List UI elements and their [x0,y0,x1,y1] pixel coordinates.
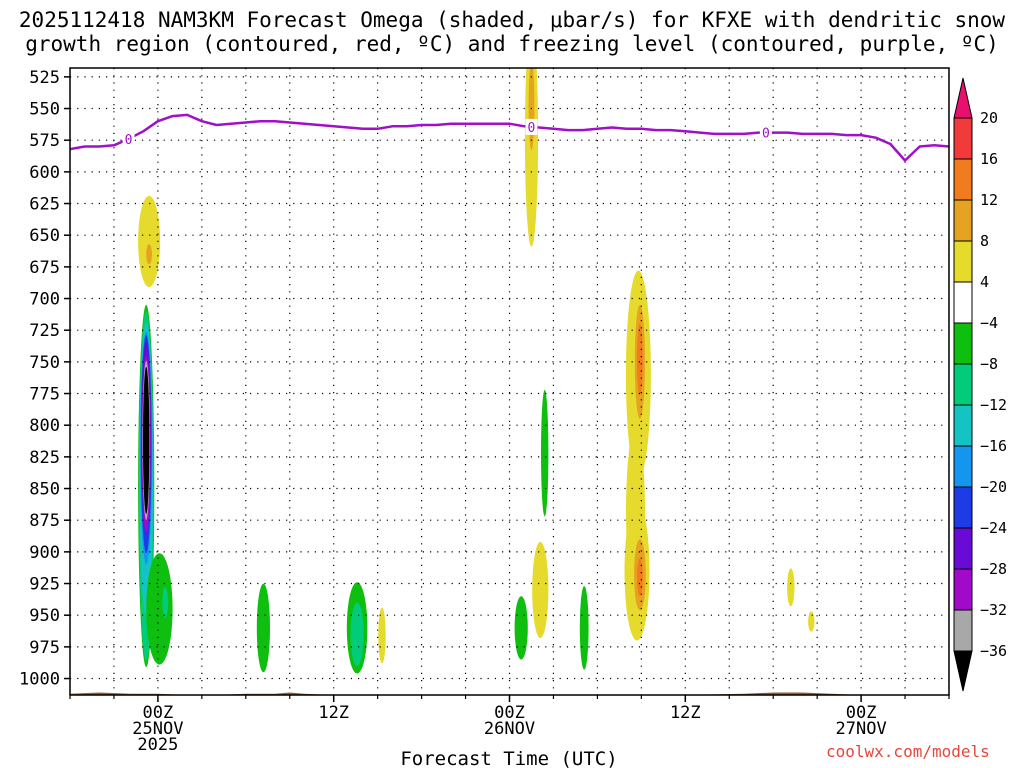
colorbar-box-5 [953,281,973,324]
colorbar-box-8 [953,404,973,447]
colorbar-label-4: 4 [980,273,989,291]
omega-region-16 [378,607,386,664]
y-tick-label-900: 900 [29,543,60,563]
y-tick-label-750: 750 [29,353,60,373]
colorbar-label-12: −32 [980,601,1007,619]
x-axis-label: Forecast Time (UTC) [400,748,617,768]
freezing-level-label-bg-1 [525,118,538,135]
y-tick-label-925: 925 [29,575,60,595]
freezing-level-label-0: 0 [125,133,133,148]
y-tick-label-950: 950 [29,606,60,626]
freezing-level-layer: 0 0 0 [70,113,949,162]
colorbar-label-0: 20 [980,109,998,127]
colorbar-box-7 [953,363,973,406]
colorbar-label-2: 12 [980,191,998,209]
omega-region-18 [528,68,535,151]
colorbar-label-8: −16 [980,437,1007,455]
colorbar-label-3: 8 [980,232,989,250]
chart-title-line-2: growth region (contoured, red, ºC) and f… [25,32,999,56]
omega-region-1 [146,244,153,265]
colorbar-box-6 [953,322,973,365]
omega-region-15 [350,602,364,666]
colorbar-box-2 [953,158,973,201]
y-tick-label-850: 850 [29,480,60,500]
y-tick-label-800: 800 [29,416,60,436]
grid-lines [70,68,949,695]
x-tick-label-6-2: 2025 [137,735,178,755]
freezing-level-line [70,113,949,162]
y-tick-label-1000: 1000 [19,670,60,690]
colorbar-label-11: −28 [980,560,1007,578]
colorbar-box-12 [953,568,973,611]
y-tick-label-550: 550 [29,100,60,120]
colorbar-box-13 [953,609,973,652]
x-tick-label-30-1: 26NOV [484,719,535,739]
colorbar-label-6: −8 [980,355,998,373]
colorbar-box-3 [953,199,973,242]
credit-text[interactable]: coolwx.com/models [826,742,990,761]
y-tick-label-975: 975 [29,638,60,658]
x-tick-label-6-1: 25NOV [132,719,183,739]
omega-region-13 [256,583,270,673]
freezing-level-label-2: 0 [762,127,770,142]
y-tick-label-675: 675 [29,258,60,278]
colorbar-label-13: −36 [980,642,1007,660]
colorbar-arrow-bottom [953,650,973,692]
y-tick-label-600: 600 [29,163,60,183]
omega-region-22 [579,586,589,670]
y-tick-label-775: 775 [29,385,60,405]
omega-region-0 [138,195,161,288]
colorbar-legend: 20 16 12 8 4 −4 −8 −12 −16 −20 −24 −28 −32 −36 [953,77,1007,692]
omega-region-20 [532,541,549,639]
freezing-level-label-bg-0 [122,130,135,147]
chart-title-line-1: 2025112418 NAM3KM Forecast Omega (shaded… [18,8,1006,32]
y-tick-label-525: 525 [29,68,60,88]
colorbar-arrow-top [953,77,973,119]
colorbar-label-9: −20 [980,478,1007,496]
y-tick-label-575: 575 [29,131,60,151]
omega-region-10 [143,366,150,514]
colorbar-label-10: −24 [980,519,1007,537]
colorbar-box-11 [953,527,973,570]
x-tick-label-30-0: 00Z [494,703,525,723]
y-tick-label-725: 725 [29,321,60,341]
omega-region-11 [146,553,173,665]
x-tick-label-54-0: 00Z [846,703,877,723]
y-tick-label-825: 825 [29,448,60,468]
x-tick-label-54-1: 27NOV [836,719,887,739]
colorbar-box-4 [953,240,973,283]
omega-region-12 [162,587,169,618]
colorbar-label-7: −12 [980,396,1007,414]
y-axis: 525 550 575 600 625 650 675 700 725 750 775 800 825 8… [19,68,70,690]
omega-region-17 [524,68,539,247]
omega-region-30 [787,568,795,607]
omega-region-21 [541,389,549,517]
colorbar-box-10 [953,486,973,529]
y-tick-label-650: 650 [29,226,60,246]
omega-region-19 [514,596,528,660]
y-tick-label-625: 625 [29,195,60,215]
colorbar-box-1 [953,117,973,160]
omega-region-31 [808,611,815,632]
colorbar-label-5: −4 [980,314,998,332]
omega-region-29 [637,558,643,597]
y-tick-label-700: 700 [29,290,60,310]
omega-region-27 [637,323,643,395]
x-tick-label-6-0: 00Z [143,703,174,723]
freezing-level-label-bg-2 [759,124,772,141]
omega-shading-layer [138,68,815,674]
colorbar-box-9 [953,445,973,488]
colorbar-label-1: 16 [980,150,998,168]
x-tick-label-42-0: 12Z [670,703,701,723]
freezing-level-label-1: 0 [528,121,536,136]
x-tick-label-18-0: 12Z [318,703,349,723]
plot-area [70,68,949,695]
y-tick-label-875: 875 [29,511,60,531]
